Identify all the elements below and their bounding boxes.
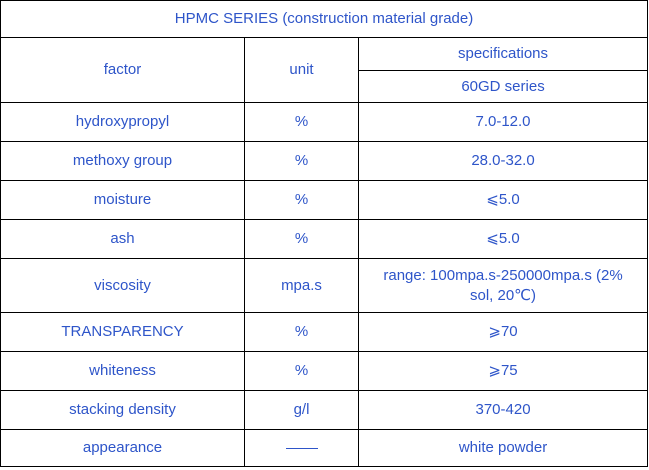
unit-cell: [244, 429, 359, 467]
table-row: moisture % ⩽5.0: [0, 180, 649, 220]
table-row: stacking density g/l 370-420: [0, 390, 649, 430]
table-row: methoxy group % 28.0-32.0: [0, 141, 649, 181]
unit-cell: %: [244, 351, 359, 391]
unit-cell: %: [244, 180, 359, 220]
spec-cell: 370-420: [357, 390, 649, 430]
factor-cell: appearance: [0, 429, 245, 467]
header-series: 60GD series: [357, 70, 649, 103]
factor-cell: ash: [0, 219, 245, 259]
spec-cell: white powder: [357, 429, 649, 467]
unit-cell: %: [244, 141, 359, 181]
unit-cell: %: [244, 312, 359, 352]
header-unit: unit: [244, 37, 359, 103]
table-row: hydroxypropyl % 7.0-12.0: [0, 102, 649, 142]
table-row: viscosity mpa.s range: 100mpa.s-250000mp…: [0, 258, 649, 313]
spec-cell: 7.0-12.0: [357, 102, 649, 142]
factor-cell: whiteness: [0, 351, 245, 391]
header-subrow: 60GD series: [1, 70, 649, 103]
spec-cell: ⩽5.0: [357, 180, 649, 220]
table-title: HPMC SERIES (construction material grade…: [0, 0, 649, 38]
table-row: ash % ⩽5.0: [0, 219, 649, 259]
table-row: appearance white powder: [0, 429, 649, 467]
spec-cell: ⩾75: [357, 351, 649, 391]
unit-cell: %: [244, 219, 359, 259]
spec-cell: 28.0-32.0: [357, 141, 649, 181]
unit-cell: g/l: [244, 390, 359, 430]
spec-cell: ⩽5.0: [357, 219, 649, 259]
factor-cell: viscosity: [0, 258, 245, 313]
factor-cell: TRANSPARENCY: [0, 312, 245, 352]
unit-cell: %: [244, 102, 359, 142]
title-row: HPMC SERIES (construction material grade…: [0, 0, 649, 38]
table-row: TRANSPARENCY % ⩾70: [0, 312, 649, 352]
unit-cell: mpa.s: [244, 258, 359, 313]
header-row: factor unit specifications: [0, 37, 649, 103]
factor-cell: stacking density: [0, 390, 245, 430]
header-factor: factor: [0, 37, 245, 103]
spec-cell: ⩾70: [357, 312, 649, 352]
spec-cell: range: 100mpa.s-250000mpa.s (2% sol, 20℃…: [357, 258, 649, 313]
em-dash-line-icon: [285, 447, 318, 449]
factor-cell: moisture: [0, 180, 245, 220]
table-row: whiteness % ⩾75: [0, 351, 649, 391]
factor-cell: hydroxypropyl: [0, 102, 245, 142]
factor-cell: methoxy group: [0, 141, 245, 181]
header-specifications: specifications: [357, 37, 649, 71]
